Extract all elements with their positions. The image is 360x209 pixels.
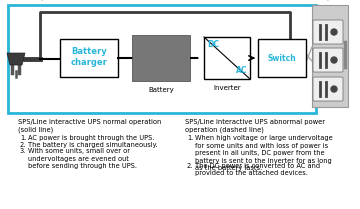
Circle shape: [331, 86, 337, 92]
Polygon shape: [7, 53, 25, 65]
Text: 2.: 2.: [20, 142, 26, 148]
Text: AC power is brought through the UPS.: AC power is brought through the UPS.: [28, 135, 154, 141]
FancyBboxPatch shape: [312, 5, 348, 107]
Text: 2.: 2.: [187, 163, 193, 168]
Text: The battery is charged simultaneously.: The battery is charged simultaneously.: [28, 142, 158, 148]
Text: DC: DC: [207, 40, 219, 49]
Text: With some units, small over or
undervoltages are evened out
before sending throu: With some units, small over or undervolt…: [28, 148, 137, 169]
FancyBboxPatch shape: [313, 48, 343, 72]
Circle shape: [331, 57, 337, 63]
Text: Inverter: Inverter: [213, 85, 241, 91]
FancyBboxPatch shape: [132, 35, 190, 81]
Text: SPS/Line interactive UPS normal operation
(solid line): SPS/Line interactive UPS normal operatio…: [18, 119, 161, 133]
FancyBboxPatch shape: [313, 77, 343, 101]
Text: Switch: Switch: [267, 54, 296, 62]
FancyBboxPatch shape: [204, 37, 250, 79]
Text: SPS/Line interactive UPS abnormal power
operation (dashed line): SPS/Line interactive UPS abnormal power …: [185, 119, 325, 133]
Text: When high voltage or large undervoltage
for some units and with loss of power is: When high voltage or large undervoltage …: [195, 135, 333, 171]
Text: AC: AC: [235, 66, 247, 75]
Text: The DC power is converted to AC and
provided to the attached devices.: The DC power is converted to AC and prov…: [195, 163, 320, 176]
Text: 1.: 1.: [20, 135, 26, 141]
FancyBboxPatch shape: [60, 39, 118, 77]
Text: 1.: 1.: [187, 135, 193, 141]
Text: Battery: Battery: [148, 87, 174, 93]
Text: Battery
charger: Battery charger: [71, 47, 107, 67]
Circle shape: [331, 29, 337, 35]
FancyBboxPatch shape: [258, 39, 306, 77]
FancyBboxPatch shape: [313, 20, 343, 44]
Text: 3.: 3.: [20, 148, 26, 154]
